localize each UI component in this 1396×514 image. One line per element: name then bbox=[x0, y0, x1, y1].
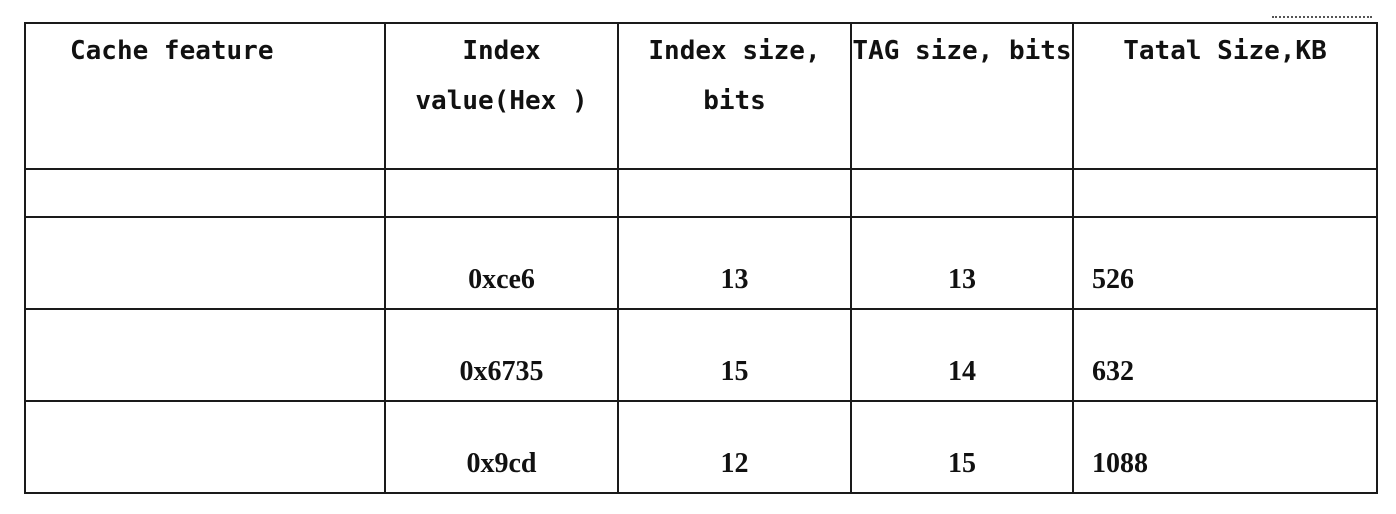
header-tag-size: TAG size, bits bbox=[850, 22, 1074, 170]
blank-cell bbox=[850, 168, 1074, 218]
cache-table: Cache feature Index value(Hex ) Index si… bbox=[24, 22, 1378, 494]
tag-size-cell: 13 bbox=[850, 216, 1074, 310]
table-row: 0x6735 15 14 632 bbox=[24, 308, 1378, 402]
blank-cell bbox=[1072, 168, 1378, 218]
tag-size-cell: 14 bbox=[850, 308, 1074, 402]
blank-cell bbox=[384, 168, 619, 218]
blank-cell bbox=[24, 168, 386, 218]
index-size-cell: 13 bbox=[617, 216, 852, 310]
total-size-cell: 1088 bbox=[1072, 400, 1378, 494]
header-cache-feature: Cache feature bbox=[24, 22, 386, 170]
header-index-size: Index size, bits bbox=[617, 22, 852, 170]
cache-feature-cell bbox=[24, 308, 386, 402]
index-size-cell: 12 bbox=[617, 400, 852, 494]
total-size-cell: 526 bbox=[1072, 216, 1378, 310]
index-value-cell: 0xce6 bbox=[384, 216, 619, 310]
index-size-cell: 15 bbox=[617, 308, 852, 402]
header-total-size: Tatal Size,KB bbox=[1072, 22, 1378, 170]
index-value-cell: 0x6735 bbox=[384, 308, 619, 402]
table-row: 0xce6 13 13 526 bbox=[24, 216, 1378, 310]
blank-row bbox=[24, 168, 1378, 218]
index-value-cell: 0x9cd bbox=[384, 400, 619, 494]
header-row: Cache feature Index value(Hex ) Index si… bbox=[24, 22, 1378, 170]
blank-cell bbox=[617, 168, 852, 218]
table-row: 0x9cd 12 15 1088 bbox=[24, 400, 1378, 494]
cache-feature-cell bbox=[24, 216, 386, 310]
cache-feature-cell bbox=[24, 400, 386, 494]
total-size-cell: 632 bbox=[1072, 308, 1378, 402]
top-dotted-rule bbox=[1272, 16, 1372, 18]
tag-size-cell: 15 bbox=[850, 400, 1074, 494]
header-index-value: Index value(Hex ) bbox=[384, 22, 619, 170]
